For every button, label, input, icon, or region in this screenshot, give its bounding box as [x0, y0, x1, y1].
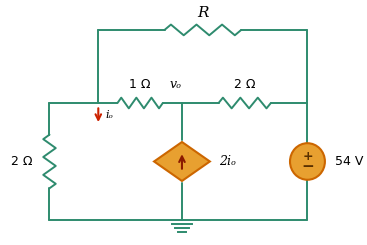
Text: vₒ: vₒ — [170, 78, 182, 91]
Text: 2 Ω: 2 Ω — [234, 78, 255, 91]
Text: 54 V: 54 V — [335, 155, 364, 168]
Text: 2 Ω: 2 Ω — [11, 155, 32, 168]
Text: +: + — [302, 150, 313, 163]
Text: R: R — [197, 6, 208, 20]
Text: −: − — [301, 159, 314, 174]
Polygon shape — [154, 142, 210, 181]
Text: iₒ: iₒ — [105, 110, 113, 120]
Ellipse shape — [290, 143, 325, 180]
Text: 2iₒ: 2iₒ — [219, 155, 236, 168]
Text: 1 Ω: 1 Ω — [130, 78, 151, 91]
